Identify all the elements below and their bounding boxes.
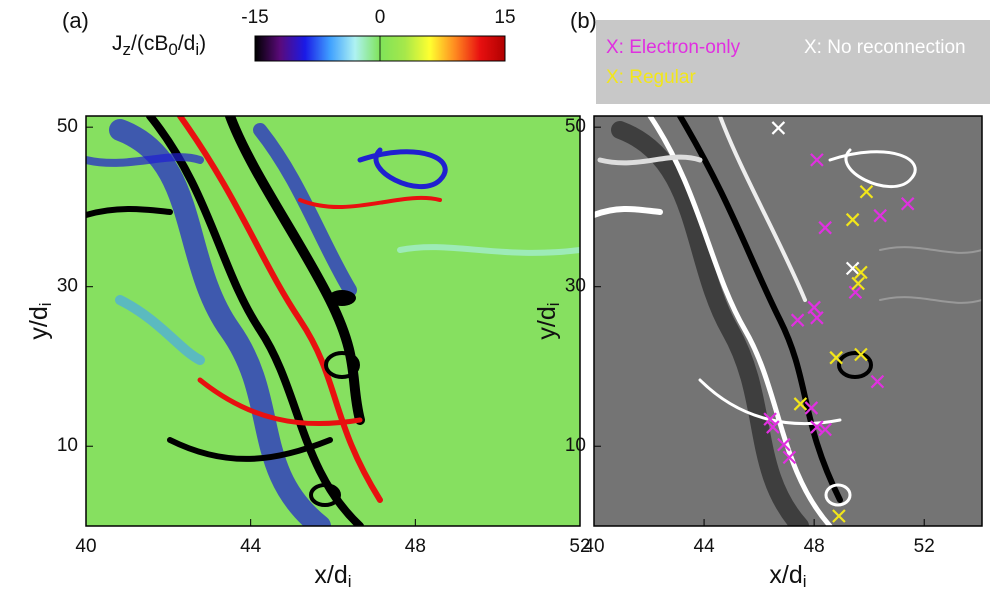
legend-entry: X: No reconnection [804, 37, 966, 58]
y-tick-label: 30 [57, 276, 78, 297]
y-tick-label: 10 [565, 435, 586, 456]
x-marker [870, 374, 885, 389]
x-marker [873, 208, 887, 223]
panel-label: (a) [62, 8, 89, 33]
x-tick-label: 44 [694, 536, 716, 557]
label-part: /(cB [131, 32, 168, 55]
x-tick-label: 52 [569, 536, 590, 557]
x-marker [804, 401, 819, 415]
x-marker [851, 276, 865, 291]
x-marker [818, 422, 832, 437]
x-marker [790, 313, 805, 327]
x-tick-label: 48 [405, 536, 426, 557]
subscript: 0 [168, 40, 177, 59]
label-part: x/d [314, 561, 347, 589]
x-tick-label: 44 [240, 536, 262, 557]
x-axis-label: x/di [769, 561, 806, 592]
subscript: i [544, 302, 563, 306]
x-marker [829, 350, 843, 365]
x-marker [777, 437, 791, 452]
panel-label: (b) [570, 8, 597, 33]
x-marker [854, 347, 868, 362]
label-part: x/d [769, 561, 802, 589]
x-marker [848, 285, 863, 300]
field-a [86, 116, 580, 526]
y-axis-label: y/di [533, 302, 564, 339]
y-tick-label: 30 [565, 276, 586, 297]
y-tick-label: 50 [57, 116, 78, 137]
subscript: i [803, 572, 807, 591]
plot-frame [593, 115, 983, 527]
x-marker [859, 185, 874, 199]
colorbar-tick-label: -15 [241, 7, 268, 28]
x-marker [782, 450, 797, 465]
markers [763, 121, 915, 523]
subscript: i [36, 302, 55, 306]
x-marker [845, 261, 860, 276]
label-part: J [112, 32, 123, 55]
colorbar-tick-label: 0 [375, 7, 386, 28]
x-tick-label: 48 [804, 536, 825, 557]
legend-entry: X: Electron-only [606, 37, 741, 58]
legend-entry: X: Regular [606, 67, 696, 88]
subscript: i [195, 40, 199, 59]
colorbar-label: Jz/(cB0/di) [112, 32, 206, 60]
x-marker [793, 397, 808, 411]
y-tick-label: 10 [57, 435, 78, 456]
x-tick-label: 40 [583, 536, 604, 557]
x-marker [845, 212, 860, 227]
x-tick-label: 52 [914, 536, 935, 557]
label-part: y/d [533, 306, 561, 339]
label-part: /d [178, 32, 196, 55]
subscript: i [348, 572, 352, 591]
x-marker [766, 420, 780, 434]
x-axis-label: x/di [314, 561, 351, 592]
x-marker [771, 121, 786, 135]
x-marker [810, 420, 824, 434]
x-marker [900, 196, 915, 211]
y-tick-label: 50 [565, 116, 586, 137]
y-axis-label: y/di [25, 302, 56, 339]
x-marker [810, 311, 824, 325]
plot-frame [85, 115, 581, 527]
x-tick-label: 40 [75, 536, 96, 557]
colorbar-tick-label: 15 [494, 7, 515, 28]
x-marker [807, 300, 821, 315]
label-part: ) [199, 32, 206, 55]
x-marker [854, 265, 868, 280]
x-marker [832, 509, 846, 523]
legend-box [596, 20, 990, 104]
x-marker [810, 153, 824, 167]
x-marker [818, 220, 832, 235]
x-marker [763, 412, 777, 426]
label-part: y/d [25, 306, 53, 339]
field-b [594, 116, 982, 526]
subscript: z [123, 40, 132, 59]
